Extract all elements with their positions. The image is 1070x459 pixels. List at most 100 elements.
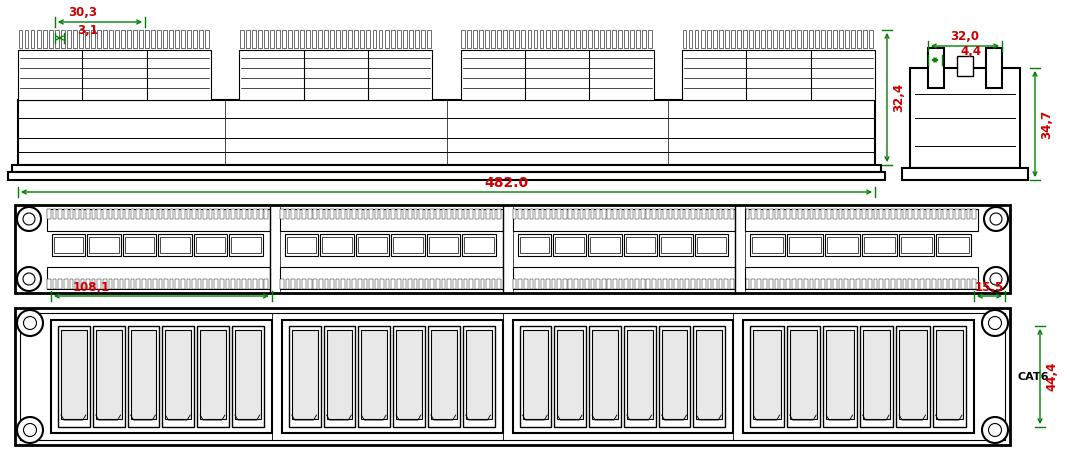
Bar bbox=[880, 279, 883, 289]
Bar bbox=[291, 279, 295, 289]
Bar bbox=[957, 56, 973, 76]
Bar bbox=[214, 279, 218, 289]
Bar bbox=[552, 279, 555, 289]
Bar bbox=[55, 30, 59, 48]
Bar bbox=[524, 279, 528, 289]
Bar bbox=[158, 279, 163, 289]
Bar bbox=[419, 209, 423, 219]
Bar bbox=[966, 209, 970, 219]
Bar bbox=[613, 209, 616, 219]
Bar bbox=[552, 209, 555, 219]
Bar bbox=[475, 209, 478, 219]
Circle shape bbox=[989, 424, 1002, 437]
Circle shape bbox=[22, 273, 35, 285]
Bar bbox=[491, 30, 495, 48]
Bar bbox=[688, 30, 692, 48]
Bar bbox=[674, 209, 678, 219]
Bar bbox=[125, 279, 128, 289]
Bar bbox=[885, 279, 889, 289]
Bar bbox=[248, 209, 251, 219]
Bar bbox=[540, 279, 545, 289]
Bar bbox=[719, 30, 722, 48]
Bar bbox=[47, 279, 51, 289]
Bar bbox=[242, 279, 246, 289]
Bar bbox=[133, 30, 137, 48]
Bar bbox=[91, 30, 95, 48]
Bar bbox=[769, 279, 773, 289]
Bar bbox=[336, 209, 339, 219]
Bar bbox=[319, 279, 323, 289]
Bar bbox=[87, 209, 90, 219]
Bar bbox=[414, 279, 417, 289]
Bar bbox=[868, 209, 872, 219]
Bar bbox=[832, 209, 837, 219]
Bar bbox=[652, 279, 656, 289]
Bar bbox=[513, 279, 517, 289]
Bar bbox=[369, 279, 372, 289]
Bar bbox=[226, 209, 229, 219]
Bar bbox=[686, 209, 689, 219]
Bar bbox=[384, 30, 388, 48]
Bar bbox=[845, 30, 850, 48]
Bar bbox=[80, 209, 85, 219]
Bar bbox=[773, 30, 777, 48]
Bar bbox=[59, 279, 62, 289]
Bar bbox=[679, 209, 684, 219]
Bar bbox=[821, 209, 825, 219]
Bar bbox=[498, 279, 501, 289]
Bar bbox=[646, 209, 651, 219]
Bar bbox=[186, 209, 190, 219]
Circle shape bbox=[17, 310, 43, 336]
Bar bbox=[264, 30, 268, 48]
Bar bbox=[648, 30, 652, 48]
Bar bbox=[175, 209, 179, 219]
Bar bbox=[87, 279, 90, 289]
Bar bbox=[259, 209, 262, 219]
Bar bbox=[240, 30, 244, 48]
Bar bbox=[52, 279, 57, 289]
Bar bbox=[486, 209, 490, 219]
Bar bbox=[279, 209, 503, 231]
Bar bbox=[447, 279, 450, 289]
Text: 32,0: 32,0 bbox=[950, 30, 979, 43]
Bar bbox=[691, 209, 694, 219]
Bar bbox=[294, 30, 299, 48]
Bar bbox=[336, 279, 339, 289]
Circle shape bbox=[17, 417, 43, 443]
Bar bbox=[491, 209, 495, 219]
Text: 44,4: 44,4 bbox=[1045, 362, 1058, 391]
Bar bbox=[785, 30, 789, 48]
Bar bbox=[287, 237, 317, 253]
Bar bbox=[264, 279, 269, 289]
Bar bbox=[374, 279, 379, 289]
Bar bbox=[750, 326, 783, 427]
Bar bbox=[59, 209, 62, 219]
Bar bbox=[296, 209, 301, 219]
Bar bbox=[380, 279, 384, 289]
Bar bbox=[590, 326, 621, 427]
Bar bbox=[856, 209, 860, 219]
Bar bbox=[148, 279, 151, 289]
Bar bbox=[897, 209, 901, 219]
Bar bbox=[392, 279, 395, 289]
Bar bbox=[462, 326, 494, 427]
Bar bbox=[752, 237, 783, 253]
Bar bbox=[236, 209, 241, 219]
Bar bbox=[753, 330, 781, 419]
Bar bbox=[852, 30, 855, 48]
Bar bbox=[320, 234, 354, 256]
Bar bbox=[933, 326, 966, 427]
Bar bbox=[961, 209, 965, 219]
Bar bbox=[120, 279, 123, 289]
Bar bbox=[745, 209, 978, 231]
Bar bbox=[618, 30, 622, 48]
Bar bbox=[47, 209, 51, 219]
Bar bbox=[18, 100, 875, 165]
Bar bbox=[713, 30, 717, 48]
Bar bbox=[524, 209, 528, 219]
Bar bbox=[588, 234, 622, 256]
Bar bbox=[88, 234, 121, 256]
Text: 30,3: 30,3 bbox=[68, 6, 97, 19]
Bar bbox=[810, 279, 813, 289]
Bar bbox=[97, 30, 101, 48]
